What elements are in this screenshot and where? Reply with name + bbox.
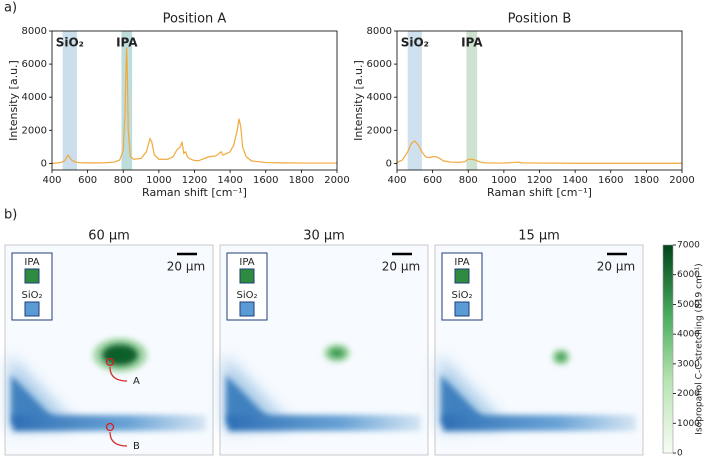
legend-swatch (454, 301, 470, 317)
x-tick-label: 1800 (634, 175, 659, 186)
x-tick-label: 1800 (289, 175, 314, 186)
legend-label: SiO₂ (236, 290, 257, 301)
x-tick-label: 1000 (146, 175, 171, 186)
y-axis-label: Intensity [a.u.] (7, 60, 20, 141)
colorbar-tick-label: 5000 (677, 300, 700, 310)
legend-swatch (239, 301, 255, 317)
legend-swatch (24, 268, 40, 284)
y-tick-label: 8000 (22, 26, 47, 37)
highlight-span (466, 31, 478, 170)
chart-title: Position B (508, 12, 572, 27)
scale-bar-label: 20 µm (597, 260, 635, 274)
colorbar-tick-label: 3000 (677, 359, 700, 369)
map-frame (4, 244, 214, 456)
y-tick-label: 8000 (367, 26, 392, 37)
colorbar-label: Isopropanol C-C stretching (819 cm⁻¹) (695, 263, 705, 434)
colorbar (662, 244, 674, 454)
y-tick-label: 6000 (22, 59, 47, 70)
x-tick-label: 1400 (217, 175, 242, 186)
y-tick-label: 4000 (22, 92, 47, 103)
y-axis-label: Intensity [a.u.] (352, 60, 365, 141)
map-title: 60 µm (88, 229, 130, 244)
map-title: 15 µm (518, 229, 560, 244)
x-tick-label: 400 (42, 175, 61, 186)
y-tick-label: 4000 (367, 92, 392, 103)
x-tick-label: 1200 (182, 175, 207, 186)
y-tick-label: 2000 (367, 125, 392, 136)
colorbar-tick-label: 6000 (677, 270, 700, 280)
legend-swatch (24, 301, 40, 317)
marker-arrow (109, 431, 128, 447)
legend-swatch (239, 268, 255, 284)
legend-label: IPA (239, 257, 254, 268)
span-label: SiO₂ (56, 36, 84, 50)
map-frame (434, 244, 644, 456)
x-tick-label: 800 (114, 175, 133, 186)
sio2-stripe (443, 415, 636, 431)
colorbar-tick-label: 7000 (677, 241, 700, 251)
sio2-stripe (228, 415, 421, 431)
x-axis-label: Raman shift [cm⁻¹] (142, 186, 247, 199)
legend-label: IPA (454, 257, 469, 268)
map-frame (219, 244, 429, 456)
colorbar-tick-label: 4000 (677, 330, 700, 340)
x-tick-label: 600 (423, 175, 442, 186)
marker-arrow (109, 366, 128, 382)
y-tick-label: 2000 (22, 125, 47, 136)
sio2-edge (226, 375, 270, 425)
marker-label: B (133, 441, 140, 452)
plot-frame (51, 30, 338, 171)
x-tick-label: 1600 (253, 175, 278, 186)
x-tick-label: 1600 (598, 175, 623, 186)
scale-bar-label: 20 µm (382, 260, 420, 274)
x-tick-label: 600 (78, 175, 97, 186)
highlight-span (407, 31, 422, 170)
ipa-spot (556, 353, 566, 361)
sio2-edge (11, 375, 55, 425)
panel-label: b) (4, 208, 17, 223)
legend-label: SiO₂ (21, 290, 42, 301)
marker-label: A (133, 376, 140, 387)
legend-label: SiO₂ (451, 290, 472, 301)
highlight-span (121, 31, 133, 170)
y-tick-label: 0 (386, 158, 392, 169)
sio2-edge (441, 375, 485, 425)
highlight-span (62, 31, 77, 170)
plot-frame (396, 30, 683, 171)
scale-bar-label: 20 µm (167, 260, 205, 274)
position-marker (105, 422, 115, 432)
chart-title: Position A (163, 12, 227, 27)
position-marker (105, 357, 115, 367)
x-tick-label: 1200 (527, 175, 552, 186)
x-tick-label: 2000 (669, 175, 694, 186)
ipa-spot (329, 348, 345, 358)
y-tick-label: 6000 (367, 59, 392, 70)
span-label: IPA (461, 36, 483, 50)
panel-label: a) (4, 1, 17, 16)
colorbar-tick-label: 2000 (677, 389, 700, 399)
x-tick-label: 2000 (324, 175, 349, 186)
x-tick-label: 400 (387, 175, 406, 186)
legend-label: IPA (24, 257, 39, 268)
x-tick-label: 800 (459, 175, 478, 186)
span-label: IPA (116, 36, 138, 50)
map-title: 30 µm (303, 229, 345, 244)
y-tick-label: 0 (41, 158, 47, 169)
map-panel (434, 244, 644, 456)
ipa-spot (102, 344, 138, 366)
spectrum-line (396, 140, 682, 164)
x-tick-label: 1400 (562, 175, 587, 186)
x-axis-label: Raman shift [cm⁻¹] (487, 186, 592, 199)
span-label: SiO₂ (401, 36, 429, 50)
spectrum-line (51, 47, 337, 164)
x-tick-label: 1000 (491, 175, 516, 186)
colorbar-tick-label: 1000 (677, 419, 700, 429)
legend-swatch (454, 268, 470, 284)
colorbar-tick-label: 0 (677, 449, 683, 459)
